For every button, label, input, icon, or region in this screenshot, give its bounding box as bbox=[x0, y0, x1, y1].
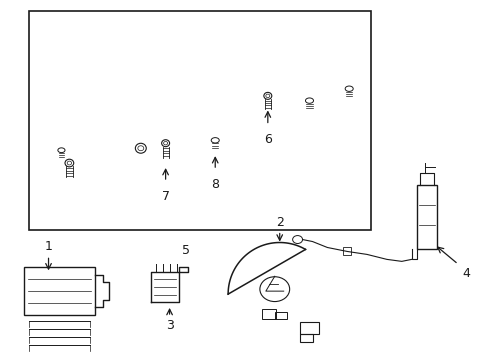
Text: 6: 6 bbox=[264, 133, 272, 147]
Bar bbox=[299, 334, 314, 342]
Text: 8: 8 bbox=[211, 178, 219, 191]
Text: 3: 3 bbox=[166, 319, 173, 332]
Bar bbox=[416, 185, 437, 249]
Bar bbox=[24, 267, 95, 315]
Text: 1: 1 bbox=[45, 240, 52, 253]
Ellipse shape bbox=[135, 143, 147, 153]
Ellipse shape bbox=[305, 98, 314, 103]
Bar bbox=[299, 322, 319, 334]
Ellipse shape bbox=[162, 140, 170, 147]
Ellipse shape bbox=[58, 148, 65, 153]
Text: 2: 2 bbox=[276, 216, 284, 229]
Bar bbox=[29, 11, 371, 230]
Ellipse shape bbox=[345, 86, 353, 91]
Ellipse shape bbox=[65, 159, 74, 167]
Ellipse shape bbox=[264, 93, 272, 99]
Bar bbox=[262, 309, 276, 319]
Bar bbox=[275, 312, 287, 319]
Ellipse shape bbox=[211, 138, 219, 143]
Text: 7: 7 bbox=[162, 190, 170, 203]
Text: 4: 4 bbox=[462, 267, 470, 280]
Text: 5: 5 bbox=[182, 243, 191, 257]
Bar bbox=[343, 247, 351, 255]
